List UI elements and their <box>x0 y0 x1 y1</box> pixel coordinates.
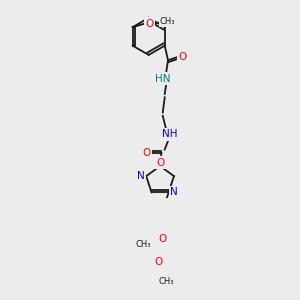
Text: CH₃: CH₃ <box>160 17 176 26</box>
Text: O: O <box>143 148 151 158</box>
Text: O: O <box>156 158 164 168</box>
Text: O: O <box>178 52 187 62</box>
Text: N: N <box>170 188 178 197</box>
Text: O: O <box>159 235 167 244</box>
Text: CH₃: CH₃ <box>135 240 151 249</box>
Text: CH₃: CH₃ <box>158 277 174 286</box>
Text: N: N <box>137 171 145 181</box>
Text: NH: NH <box>162 129 177 139</box>
Text: O: O <box>154 257 162 267</box>
Text: O: O <box>145 19 153 29</box>
Text: HN: HN <box>155 74 170 84</box>
